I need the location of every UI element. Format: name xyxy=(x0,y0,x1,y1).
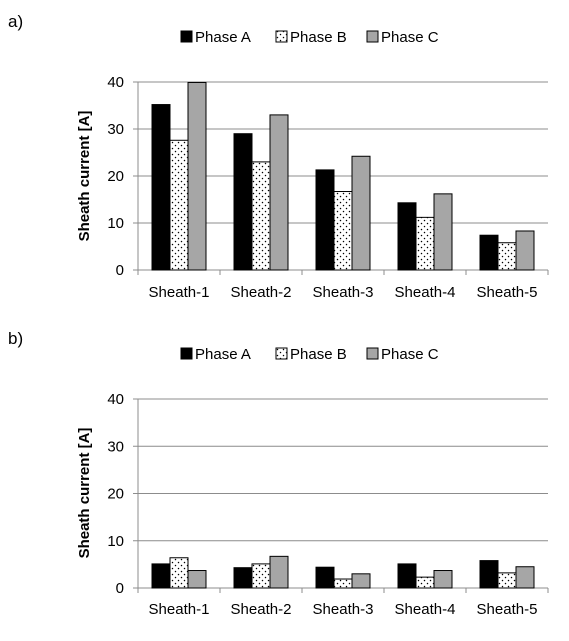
bar-phase-a xyxy=(233,133,253,271)
bar-phase-c xyxy=(187,81,207,271)
bar-phase-c xyxy=(433,570,453,589)
bar-phase-c xyxy=(515,566,535,589)
x-tick-label: Sheath-4 xyxy=(395,284,456,301)
bar-phase-c xyxy=(515,230,535,271)
y-axis-label: Sheath current [A] xyxy=(76,111,93,242)
legend-label-phase-a: Phase A xyxy=(195,346,251,363)
bar-phase-a xyxy=(397,563,417,589)
bar-phase-c xyxy=(351,573,371,589)
y-tick-label: 0 xyxy=(116,580,124,597)
x-tick-label: Sheath-1 xyxy=(149,284,210,301)
bar-phase-b xyxy=(251,161,271,271)
legend-swatch-phase-c xyxy=(366,30,379,43)
y-tick-label: 0 xyxy=(116,262,124,279)
bar-phase-b xyxy=(415,216,435,271)
legend-swatch-phase-b xyxy=(275,347,288,360)
bar-phase-a xyxy=(315,169,335,271)
bar-phase-b xyxy=(497,572,517,589)
panel-label-a: a) xyxy=(8,12,24,31)
y-tick-label: 20 xyxy=(107,486,124,503)
bar-phase-a xyxy=(315,566,335,589)
bar-phase-a xyxy=(479,560,499,589)
panel-label-b: b) xyxy=(8,329,24,348)
y-tick-label: 10 xyxy=(107,533,124,550)
bar-phase-c xyxy=(187,570,207,589)
bar-phase-a xyxy=(151,104,171,271)
chart-panel-b: Phase A Phase B Phase C 0 10 20 30 40 Sheath-1 Sh… xyxy=(76,346,549,618)
bar-phase-b xyxy=(251,563,271,589)
bar-phase-b xyxy=(333,191,353,271)
legend-swatch-phase-c xyxy=(366,347,379,360)
chart-panel-a: Phase A Phase B Phase C 0 10 20 30 40 Sheath-1 Sh… xyxy=(76,29,549,301)
legend-swatch-phase-b xyxy=(275,30,288,43)
y-tick-label: 10 xyxy=(107,215,124,232)
bar-phase-b xyxy=(169,557,189,589)
x-tick-label: Sheath-1 xyxy=(149,601,210,618)
legend-label-phase-b: Phase B xyxy=(290,346,347,363)
y-tick-label: 40 xyxy=(107,74,124,91)
x-tick-label: Sheath-2 xyxy=(231,601,292,618)
y-tick-label: 30 xyxy=(107,121,124,138)
bar-phase-a xyxy=(397,202,417,271)
x-tick-label: Sheath-5 xyxy=(477,601,538,618)
legend-label-phase-b: Phase B xyxy=(290,29,347,46)
bar-phase-a xyxy=(151,563,171,589)
bar-phase-a xyxy=(479,234,499,271)
bar-phase-c xyxy=(269,114,289,271)
bar-phase-b xyxy=(333,578,353,589)
legend-label-phase-c: Phase C xyxy=(381,29,439,46)
legend-swatch-phase-a xyxy=(180,347,193,360)
x-tick-label: Sheath-4 xyxy=(395,601,456,618)
bar-phase-c xyxy=(269,555,289,589)
x-tick-label: Sheath-3 xyxy=(313,601,374,618)
y-axis-label: Sheath current [A] xyxy=(76,428,93,559)
bar-phase-a xyxy=(233,567,253,589)
x-tick-label: Sheath-2 xyxy=(231,284,292,301)
legend-label-phase-a: Phase A xyxy=(195,29,251,46)
bar-phase-c xyxy=(433,193,453,271)
y-tick-label: 20 xyxy=(107,168,124,185)
x-tick-label: Sheath-3 xyxy=(313,284,374,301)
x-tick-label: Sheath-5 xyxy=(477,284,538,301)
bar-phase-c xyxy=(351,155,371,271)
bar-phase-b xyxy=(497,242,517,271)
y-tick-label: 30 xyxy=(107,438,124,455)
y-tick-label: 40 xyxy=(107,391,124,408)
bar-phase-b xyxy=(169,139,189,271)
bar-phase-b xyxy=(415,576,435,589)
legend-label-phase-c: Phase C xyxy=(381,346,439,363)
legend-swatch-phase-a xyxy=(180,30,193,43)
